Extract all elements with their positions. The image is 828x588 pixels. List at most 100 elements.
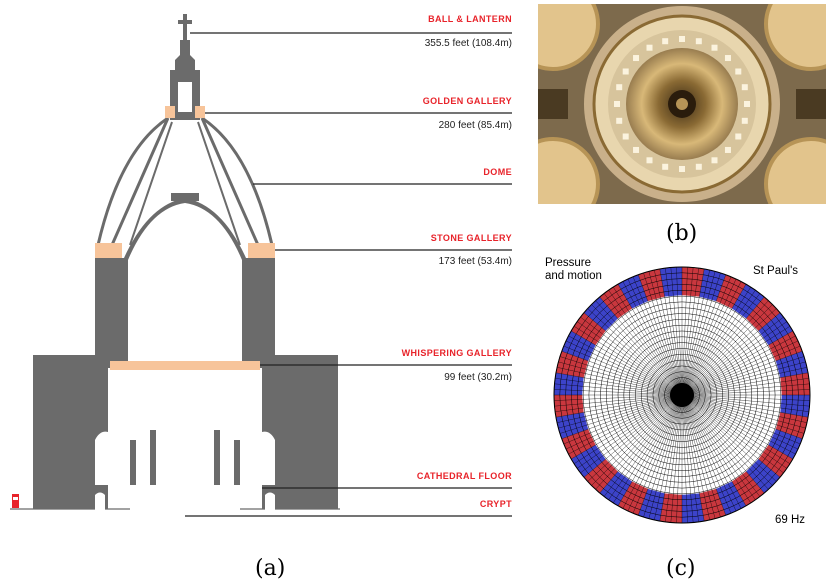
mesh-spoke: [681, 394, 747, 506]
mesh-spoke: [580, 316, 683, 396]
mesh-spoke: [659, 394, 683, 522]
mesh-spoke: [591, 394, 683, 486]
mesh-spoke: [599, 394, 683, 494]
mesh-spoke: [613, 286, 683, 396]
dome-window: [679, 36, 685, 42]
bus-icon: [12, 494, 19, 508]
label-cathedral-floor: CATHEDRAL FLOOR: [416, 471, 512, 481]
mesh-spoke: [632, 276, 683, 396]
mesh-spoke: [568, 394, 683, 455]
mode-lobe: [731, 284, 765, 319]
mesh-spoke: [555, 378, 683, 396]
mesh-spoke: [681, 394, 716, 519]
mesh-spoke: [659, 268, 683, 396]
mesh-spoke: [681, 268, 699, 396]
mesh-spoke: [554, 389, 683, 396]
mesh-spoke: [617, 284, 683, 396]
mesh-spoke: [681, 356, 805, 396]
lantern: [170, 40, 200, 120]
mesh-spoke: [571, 394, 683, 460]
dome-window: [741, 117, 748, 124]
mesh-spoke: [580, 394, 683, 474]
mesh-spoke: [681, 296, 765, 396]
mesh-spoke: [627, 278, 683, 396]
mesh-spoke: [681, 267, 694, 396]
mesh-spoke: [681, 304, 773, 396]
mesh-spoke: [583, 394, 683, 478]
mesh-spoke: [681, 330, 793, 396]
mode-lobe: [682, 267, 705, 297]
label-whispering-gallery: WHISPERING GALLERY: [401, 348, 512, 358]
mesh-spoke: [670, 394, 683, 523]
mesh-spoke: [563, 345, 683, 396]
dome-window: [724, 146, 731, 153]
corner-arch: [764, 137, 826, 204]
mesh-spoke: [676, 394, 683, 523]
mesh-spoke: [681, 394, 793, 460]
label-stone-gallery: STONE GALLERY: [430, 233, 512, 243]
mesh-spoke: [681, 394, 806, 429]
stone-gallery-right: [248, 243, 275, 258]
mesh-spoke: [622, 281, 683, 396]
mesh-spoke: [681, 394, 751, 504]
mesh-spoke: [681, 394, 737, 512]
golden-gallery-right: [195, 106, 205, 118]
mesh-spoke: [681, 367, 808, 396]
label-golden-gallery: GOLDEN GALLERY: [422, 96, 512, 106]
cross-horizontal: [178, 20, 192, 24]
cathedral-cross-section: [10, 14, 512, 518]
mesh-spoke: [595, 300, 683, 396]
mesh-spoke: [554, 394, 683, 407]
mesh-spoke: [681, 389, 810, 396]
mesh-spoke: [571, 330, 683, 396]
mesh-spoke: [556, 394, 683, 423]
corner-arch: [538, 4, 600, 71]
corner-arch: [538, 137, 600, 204]
mesh-spoke: [681, 394, 721, 518]
lantern-window: [178, 82, 192, 112]
mesh-spoke: [681, 340, 799, 396]
mesh-spoke: [577, 321, 683, 396]
mesh-spoke: [563, 394, 683, 445]
mesh-spoke: [681, 267, 688, 396]
mesh-spoke: [559, 394, 683, 434]
mesh-spoke: [670, 267, 683, 396]
mode-lobe: [571, 312, 606, 346]
mesh-spoke: [554, 383, 683, 396]
mesh-spoke: [681, 394, 756, 500]
mode-lobe: [659, 493, 682, 523]
mesh-spoke: [556, 367, 683, 396]
mode-lobe: [618, 481, 648, 516]
mesh-spoke: [681, 394, 787, 469]
mesh-spoke: [681, 394, 796, 455]
mesh-spoke: [681, 394, 761, 497]
mesh-spoke: [681, 345, 801, 396]
mesh-spoke: [681, 293, 761, 396]
mesh-spoke: [681, 272, 721, 396]
mesh-spoke: [561, 394, 683, 439]
window-row: [118, 408, 252, 414]
mesh-spoke: [681, 394, 805, 434]
mode-lobe: [768, 429, 803, 459]
mode-lobe: [768, 331, 803, 361]
dome-window: [724, 55, 731, 62]
columns: [130, 430, 240, 485]
mode-lobe: [716, 274, 746, 309]
mesh-spoke: [643, 394, 683, 518]
cross-vertical: [183, 14, 187, 40]
mode-lobe: [731, 471, 765, 506]
mode-lobe: [682, 493, 705, 523]
mesh-spoke: [643, 272, 683, 396]
dome-window: [614, 101, 620, 107]
mesh-spoke: [555, 372, 683, 396]
mesh-spoke: [681, 290, 756, 396]
mesh-spoke: [603, 293, 683, 396]
mesh-spoke: [681, 383, 810, 396]
mesh-spoke: [595, 394, 683, 490]
mesh-spoke: [622, 394, 683, 509]
mesh-center: [670, 383, 694, 407]
height-golden-gallery: 280 feet (85.4m): [438, 120, 512, 131]
mesh-spoke: [608, 394, 683, 500]
dome-window: [695, 163, 702, 170]
caption-c: (c): [666, 556, 696, 581]
